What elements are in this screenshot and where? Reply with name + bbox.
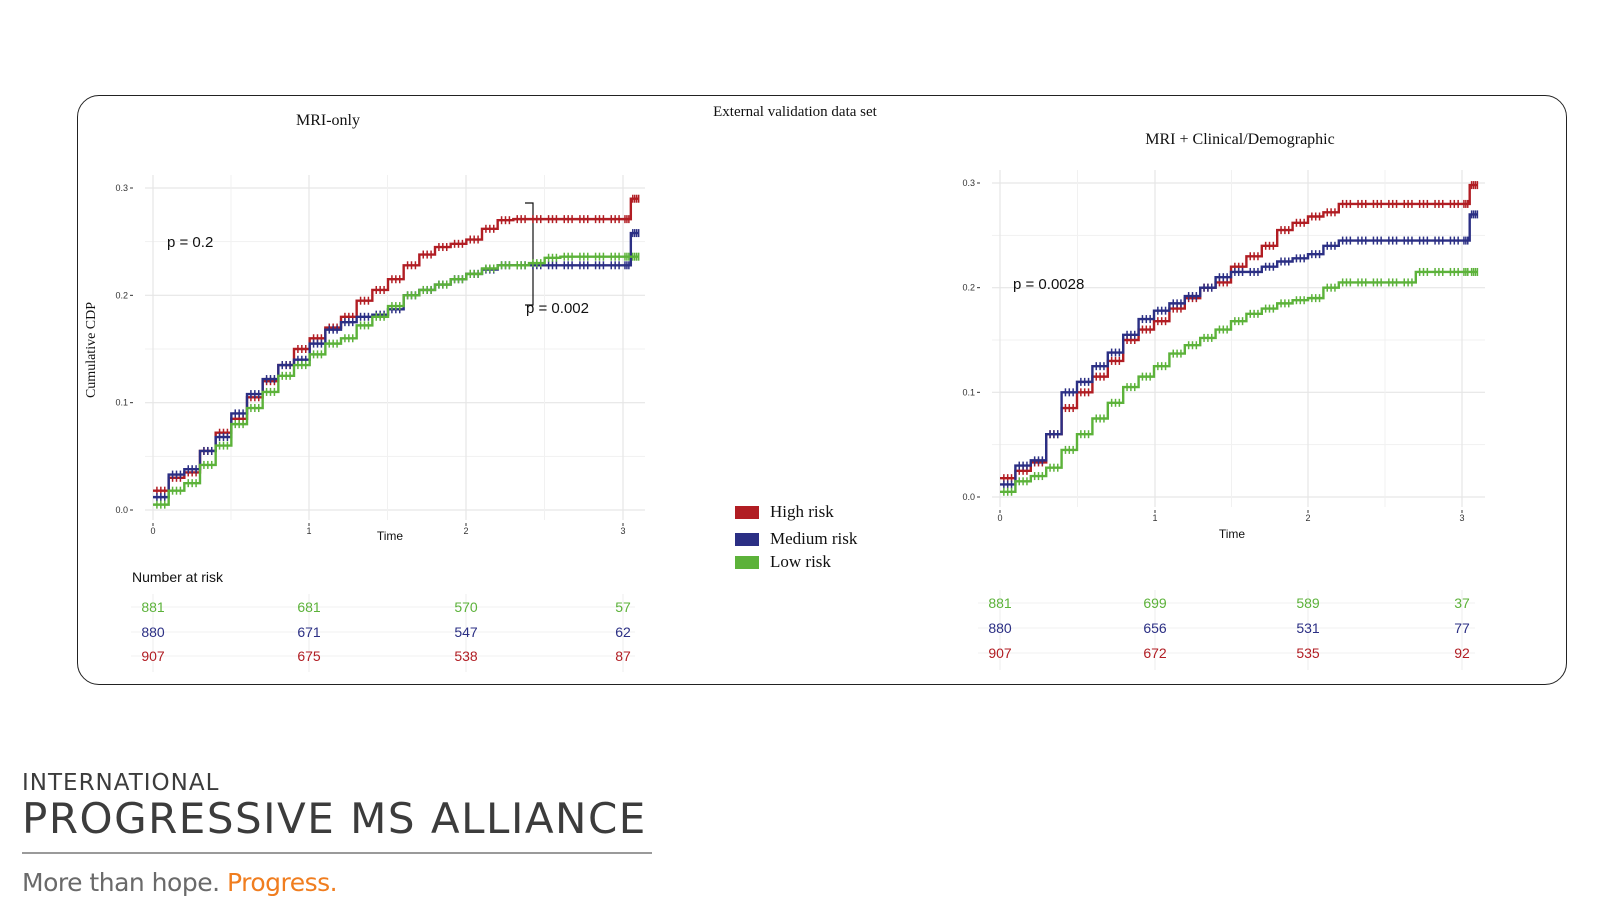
x-tick-label: 3 — [620, 526, 625, 536]
legend-swatch — [735, 533, 759, 546]
logo-line-international: INTERNATIONAL — [22, 770, 220, 796]
risk-table-cell: 62 — [615, 624, 631, 640]
alliance-logo: INTERNATIONAL PROGRESSIVE MS ALLIANCE — [22, 770, 662, 854]
risk-table-cell: 570 — [454, 599, 478, 615]
x-tick-label: 2 — [1305, 513, 1310, 523]
risk-table-cell: 37 — [1454, 595, 1470, 611]
y-tick-label: 0.0 — [115, 505, 128, 515]
risk-table-cell: 699 — [1143, 595, 1167, 611]
risk-table-cell: 547 — [454, 624, 478, 640]
y-tick-label: 0.2 — [115, 290, 128, 300]
km-curve — [1000, 213, 1478, 486]
y-tick-label: 0.3 — [115, 183, 128, 193]
risk-table-cell: 656 — [1143, 620, 1167, 636]
series-high-risk — [153, 194, 640, 495]
chart-title: MRI-only — [296, 112, 360, 129]
risk-table-cell: 538 — [454, 648, 478, 664]
y-tick-label: 0.1 — [962, 387, 975, 397]
y-tick-label: 0.0 — [962, 492, 975, 502]
series-low-risk — [1000, 267, 1479, 496]
y-tick-label: 0.3 — [962, 178, 975, 188]
risk-table-cell: 907 — [988, 645, 1012, 661]
x-axis-label: Time — [377, 529, 404, 543]
legend-label: Low risk — [770, 552, 831, 571]
logo-divider — [22, 852, 652, 854]
chart-title: MRI + Clinical/Demographic — [1145, 131, 1334, 148]
x-tick-label: 0 — [150, 526, 155, 536]
risk-table-cell: 681 — [297, 599, 321, 615]
legend-swatch — [735, 506, 759, 519]
figure-panel — [77, 95, 1567, 685]
comparison-bracket — [525, 202, 534, 306]
x-tick-label: 1 — [1152, 513, 1157, 523]
risk-table-cell: 589 — [1296, 595, 1320, 611]
series-low-risk — [153, 252, 640, 509]
grid — [145, 175, 645, 520]
risk-table-cell: 880 — [141, 624, 165, 640]
risk-table-title: Number at risk — [132, 569, 224, 585]
series-medium-risk — [153, 229, 640, 502]
grid — [992, 170, 1485, 507]
x-tick-label: 3 — [1459, 513, 1464, 523]
risk-table-cell: 880 — [988, 620, 1012, 636]
risk-table-cell: 881 — [141, 599, 165, 615]
risk-table-cell: 87 — [615, 648, 631, 664]
series-high-risk — [1000, 181, 1479, 483]
km-chart-1: 0.0 0.1 0.2 0.3 0 1 2 3 MRI-only Time Cumulative C… — [84, 112, 645, 672]
y-tick-label: 0.1 — [115, 398, 128, 408]
p-value-annotation: p = 0.002 — [526, 300, 589, 317]
x-tick-label: 2 — [463, 526, 468, 536]
km-curve — [153, 255, 639, 506]
figure-title: External validation data set — [713, 104, 878, 120]
series-medium-risk — [1000, 210, 1479, 489]
risk-table-cell: 881 — [988, 595, 1012, 611]
tagline-hope: More than hope. — [22, 868, 220, 897]
km-curve — [153, 231, 639, 499]
logo-line-alliance: PROGRESSIVE MS ALLIANCE — [22, 794, 647, 843]
risk-table-cell: 531 — [1296, 620, 1320, 636]
p-value-annotation: p = 0.2 — [167, 234, 213, 251]
km-curve — [1000, 270, 1478, 493]
p-value-annotation: p = 0.0028 — [1013, 276, 1084, 293]
y-tick-label: 0.2 — [962, 283, 975, 293]
risk-table-cell: 77 — [1454, 620, 1470, 636]
risk-table-cell: 907 — [141, 648, 165, 664]
legend-label: Medium risk — [770, 529, 858, 548]
x-tick-label: 0 — [997, 513, 1002, 523]
tagline: More than hope. Progress. — [22, 868, 338, 897]
km-chart-2: 0.0 0.1 0.2 0.3 0 1 2 3 MRI + Clinical/Demograph… — [962, 131, 1485, 670]
legend-label: High risk — [770, 502, 834, 521]
legend-swatch — [735, 556, 759, 569]
risk-table-cell: 57 — [615, 599, 631, 615]
risk-table-cell: 675 — [297, 648, 321, 664]
tagline-progress: Progress. — [226, 868, 338, 897]
risk-table-cell: 672 — [1143, 645, 1167, 661]
x-tick-label: 1 — [306, 526, 311, 536]
x-axis-label: Time — [1219, 527, 1246, 541]
km-curve — [153, 197, 639, 492]
km-curve — [1000, 183, 1478, 480]
risk-table-cell: 92 — [1454, 645, 1470, 661]
y-axis-label: Cumulative CDP — [84, 302, 99, 398]
risk-table-cell: 671 — [297, 624, 321, 640]
risk-table: 881 699 589 37 880 656 531 77 907 672 535 92 — [978, 590, 1475, 670]
legend: High risk Medium risk Low risk — [735, 502, 858, 571]
risk-table: Number at risk 881 681 570 57 880 671 547 62 907 6… — [131, 569, 635, 672]
risk-table-cell: 535 — [1296, 645, 1320, 661]
